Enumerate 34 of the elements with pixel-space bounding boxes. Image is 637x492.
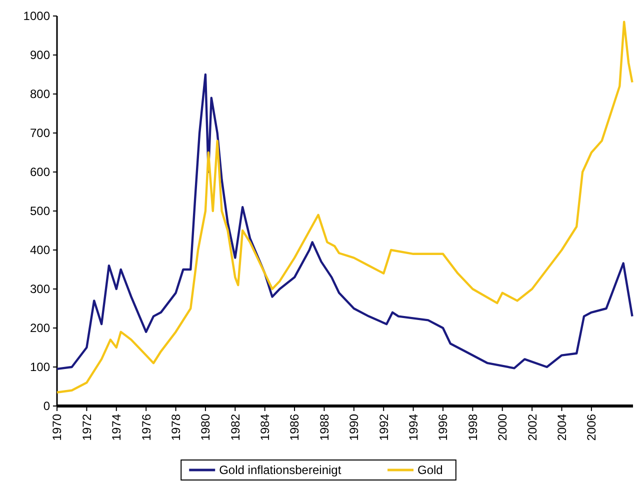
x-tick-label: 1998 xyxy=(466,414,480,441)
x-tick-label: 1980 xyxy=(198,414,213,441)
x-tick-label: 1970 xyxy=(50,414,64,441)
x-tick-label: 1996 xyxy=(436,414,450,441)
x-tick-label: 1990 xyxy=(347,414,362,441)
y-tick-label: 400 xyxy=(30,243,50,258)
x-tick-label: 1976 xyxy=(139,414,154,441)
x-tick-label: 1994 xyxy=(406,414,420,441)
legend-label: Gold inflationsbereinigt xyxy=(219,463,342,478)
y-tick-label: 100 xyxy=(30,360,50,374)
x-tick-label: 1984 xyxy=(258,414,272,441)
x-tick-label: 1982 xyxy=(228,414,242,441)
legend-label: Gold xyxy=(418,463,443,478)
line-series xyxy=(56,20,634,394)
x-tick-label: 2000 xyxy=(496,414,510,441)
x-tick-label: 1978 xyxy=(168,414,183,441)
x-tick-label: 1974 xyxy=(110,414,124,441)
x-tick-label: 1988 xyxy=(317,414,332,441)
x-tick-label: 2002 xyxy=(525,414,540,441)
x-tick-label: 1992 xyxy=(376,414,391,441)
y-tick-label: 900 xyxy=(30,48,50,62)
line-series xyxy=(56,73,634,370)
x-tick-label: 1972 xyxy=(80,414,94,441)
x-tick-label: 2006 xyxy=(584,414,599,441)
y-tick-label: 700 xyxy=(30,126,50,140)
x-tick-label: 2004 xyxy=(554,414,569,441)
y-tick-label: 800 xyxy=(30,87,50,102)
y-tick-label: 500 xyxy=(30,204,50,218)
y-tick-label: 600 xyxy=(30,165,50,180)
x-tick-label: 1986 xyxy=(288,414,302,441)
y-tick-label: 300 xyxy=(30,282,50,296)
y-tick-label: 200 xyxy=(30,321,50,336)
y-tick-label: 1000 xyxy=(23,9,50,24)
y-tick-label: 0 xyxy=(43,399,50,414)
